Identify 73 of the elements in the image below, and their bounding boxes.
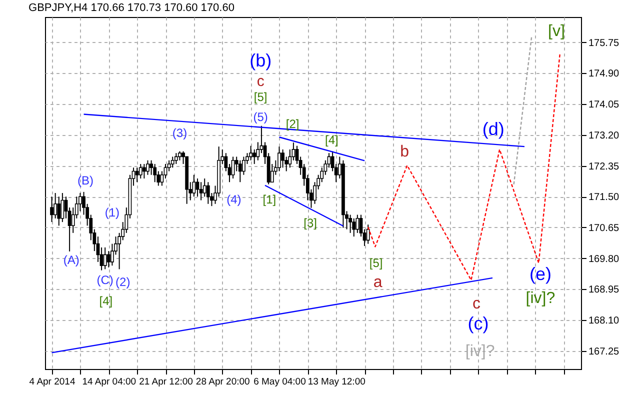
annotation: (1): [104, 206, 120, 220]
candlestick: [57, 196, 61, 226]
candlestick: [135, 167, 139, 183]
y-tick-label: 169.80: [588, 254, 620, 265]
annotation: (b): [250, 50, 272, 70]
annotation: b: [400, 143, 410, 160]
candlestick: [348, 214, 352, 234]
candlestick: [178, 150, 182, 161]
annotation: [4]: [99, 294, 113, 308]
candlestick: [366, 224, 370, 244]
annotation: [iv]?: [526, 290, 556, 307]
annotation: [2]: [286, 117, 300, 132]
annotation: (A): [63, 253, 80, 268]
annotation: [v]: [548, 23, 565, 40]
chart-title: GBPJPY,H4 170.66 170.73 170.60 170.60: [28, 2, 234, 14]
candlestick: [206, 182, 210, 204]
y-tick-label: 171.50: [588, 192, 620, 204]
annotation: [1]: [262, 192, 276, 207]
annotation: [3]: [304, 216, 318, 230]
candlestick: [60, 192, 64, 223]
candlestick: [281, 148, 284, 168]
candlestick: [170, 156, 174, 168]
annotation: (C): [96, 273, 114, 288]
candlestick: [192, 174, 196, 198]
candlestick: [174, 152, 178, 164]
y-tick-label: 173.20: [588, 130, 620, 142]
y-tick-label: 175.75: [588, 38, 620, 49]
candlestick: [202, 178, 206, 198]
annotation: (4): [226, 192, 242, 207]
candlestick: [146, 160, 150, 176]
annotation: (d): [482, 119, 504, 140]
x-tick-label: 14 Apr 04:00: [82, 376, 136, 388]
candlestick: [103, 246, 107, 270]
annotation: [5]: [254, 90, 268, 104]
candlestick: [352, 218, 356, 238]
annotation: [iv]?: [465, 342, 495, 360]
candlestick: [153, 163, 157, 183]
x-tick-label: 21 Apr 12:00: [139, 376, 193, 388]
y-tick-label: 168.95: [588, 284, 620, 296]
annotation: [4]: [324, 133, 338, 148]
y-tick-label: 168.10: [588, 316, 620, 327]
annotation: (5): [253, 110, 268, 124]
candlestick: [252, 148, 256, 164]
annotation: a: [373, 274, 382, 291]
y-tick-label: 174.05: [588, 100, 620, 111]
candlestick: [199, 182, 203, 201]
y-tick-label: 167.25: [588, 346, 620, 358]
candlestick: [231, 156, 235, 179]
candlestick: [142, 163, 146, 179]
annotation: (c): [468, 313, 489, 334]
candlestick: [238, 160, 242, 183]
annotation: [5]: [369, 256, 383, 270]
annotation: c: [256, 73, 265, 90]
candlestick: [196, 178, 200, 198]
x-tick-label: 4 Apr 2014: [29, 376, 76, 388]
y-tick-label: 174.90: [588, 68, 620, 80]
y-tick-label: 172.35: [588, 161, 620, 172]
x-tick-label: 6 May 04:00: [254, 376, 306, 388]
candlestick: [356, 214, 360, 234]
candlestick: [278, 146, 281, 172]
candlestick: [54, 192, 58, 219]
annotation: (2): [116, 274, 130, 289]
annotation: (B): [78, 174, 94, 188]
candlestick: [138, 163, 142, 179]
annotation: c: [472, 296, 480, 313]
annotation: (3): [172, 126, 188, 140]
candlestick: [50, 196, 54, 223]
candlestick: [106, 250, 110, 268]
x-tick-label: 28 Apr 20:00: [196, 376, 250, 388]
annotation: (e): [529, 264, 552, 284]
y-tick-label: 170.65: [588, 222, 620, 234]
x-tick-label: 13 May 12:00: [308, 376, 366, 388]
candlestick: [249, 145, 253, 161]
